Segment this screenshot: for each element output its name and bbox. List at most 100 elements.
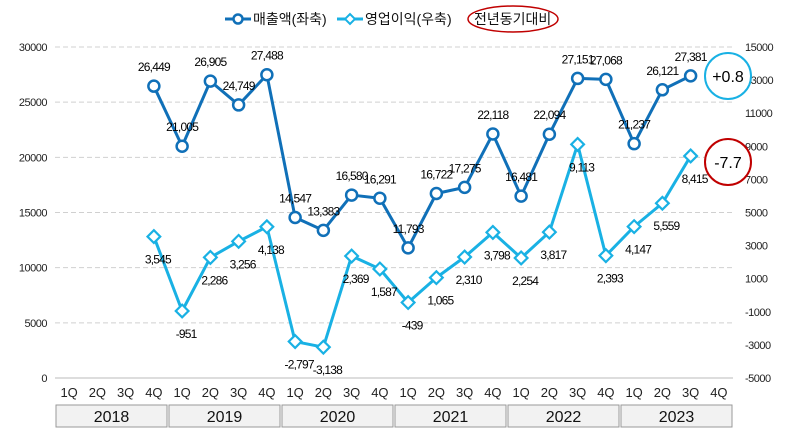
revenue-point [401,241,415,255]
revenue-point [514,189,528,203]
left-axis-tick-label: 15000 [19,208,47,220]
quarter-tick-label: 1Q [625,385,642,400]
revenue-data-label: 24,749 [223,79,256,93]
revenue-data-label: 26,121 [646,64,679,78]
revenue-data-label: 21,005 [166,120,199,134]
quarter-tick-label: 3Q [117,385,134,400]
legend-item-yoy: 전년동기대비 [467,5,559,33]
operating-income-point [343,248,360,264]
year-label: 2019 [207,409,243,426]
legend: 매출액(좌축) 영업이익(우축) 전년동기대비 [225,5,559,33]
year-label: 2021 [433,409,469,426]
revenue-point [683,69,698,83]
revenue-data-label: 26,905 [194,55,227,69]
quarter-tick-label: 1Q [399,385,416,400]
operating-income-data-label: 1,587 [371,285,398,299]
left-axis-tick-label: 25000 [19,97,47,109]
year-box [507,404,620,428]
revenue-point [542,127,557,141]
year-label: 2020 [320,409,356,426]
operating-income-data-label: 2,254 [512,274,539,288]
quarter-tick-label: 1Q [512,385,529,400]
left-axis-tick-label: 30000 [19,42,47,54]
operating-income-point [371,261,388,277]
right-axis-tick-label: 7000 [745,174,768,186]
year-box [620,404,733,428]
operating-income-data-label: 4,147 [625,243,652,257]
circle-marker-icon [232,13,244,25]
legend-label-revenue: 매출액(좌축) [253,11,327,27]
right-axis-tick-label: 9000 [745,141,768,153]
revenue-point [316,223,331,238]
quarter-tick-label: 1Q [286,385,303,400]
revenue-data-label: 13,383 [307,204,340,218]
revenue-data-label: 27,151 [562,52,595,66]
year-box [394,404,507,428]
right-axis-tick-label: -1000 [745,307,771,319]
legend-item-revenue[interactable]: 매출액(좌축) [225,11,327,27]
revenue-point [175,139,189,153]
right-axis-tick-label: 1000 [745,274,768,286]
quarter-tick-label: 4Q [371,385,388,400]
quarter-tick-label: 2Q [654,385,671,400]
year-box [55,404,168,428]
operating-income-point [258,218,275,235]
revenue-data-label: 22,094 [533,108,566,122]
right-axis-tick-label: -5000 [745,373,771,385]
revenue-point [457,180,472,195]
yoy-annotation-label: +0.8 [712,69,744,86]
revenue-data-label: 21,237 [618,118,651,132]
quarter-tick-label: 3Q [682,385,699,400]
legend-label-operating-income: 영업이익(우축) [365,11,452,27]
quarter-tick-label: 4Q [710,385,727,400]
operating-income-data-label: 3,545 [145,253,172,267]
revenue-data-label: 16,580 [336,169,369,183]
legend-item-operating-income[interactable]: 영업이익(우축) [337,11,452,27]
operating-income-data-label: -439 [402,319,424,333]
operating-income-data-label: 5,559 [653,219,680,233]
revenue-point [570,71,585,86]
yoy-annotation-label: -7.7 [714,155,742,172]
revenue-data-label: 27,068 [590,53,623,67]
quarter-tick-label: 4Q [145,385,162,400]
year-label: 2023 [659,409,695,426]
yoy-annotation-circle [704,52,752,100]
operating-income-data-label: -3,138 [313,363,343,377]
operating-income-data-label: 4,138 [258,243,285,257]
revenue-data-label: 17,275 [449,161,482,175]
operating-income-data-label: 2,286 [201,273,228,287]
diamond-marker-icon [343,12,357,26]
quarter-tick-label: 4Q [597,385,614,400]
revenue-data-label: 11,793 [393,222,425,236]
operating-income-data-label: 3,256 [230,257,257,271]
operating-income-point [484,224,501,241]
revenue-data-label: 16,722 [420,168,453,182]
operating-income-data-label: 8,415 [682,172,709,186]
yoy-annotation-circle [704,138,752,186]
left-axis-tick-label: 0 [41,373,47,385]
operating-income-point [597,247,614,264]
quarter-tick-label: 2Q [89,385,106,400]
operating-income-point [654,195,671,212]
revenue-data-label: 27,381 [675,50,708,64]
revenue-point [373,191,387,206]
operating-income-data-label: 1,065 [427,294,454,308]
revenue-point [260,67,274,82]
right-axis-tick-label: 15000 [745,42,773,54]
operating-income-data-label: -951 [176,327,198,341]
revenue-data-label: 26,449 [138,60,171,74]
revenue-data-label: 14,547 [279,191,312,205]
revenue-data-label: 16,481 [505,170,538,184]
operating-income-point [174,303,191,319]
quarter-tick-label: 4Q [484,385,501,400]
operating-income-point [202,249,219,266]
operating-income-point [400,294,417,311]
operating-income-data-label: 2,369 [343,272,370,286]
year-box [281,404,394,428]
operating-income-point [513,250,530,266]
quarter-tick-label: 4Q [258,385,275,400]
quarter-tick-label: 3Q [230,385,247,400]
revenue-point [231,98,246,112]
operating-income-point [287,333,304,350]
